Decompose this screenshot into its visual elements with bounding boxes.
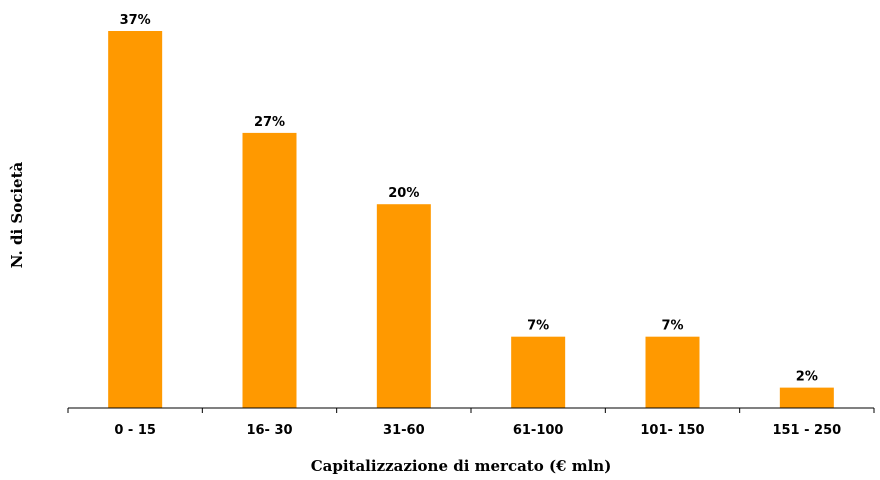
x-tick-label: 31-60 [383,423,425,438]
x-tick-label: 0 - 15 [114,423,156,438]
bar-value-label: 20% [388,186,419,201]
x-tick-labels-group: 0 - 15 16- 30 31-60 61-100 101- 150 151 - 250 [114,423,841,438]
bar [108,31,163,408]
bar [779,387,834,408]
x-axis [67,407,875,413]
bar-value-label: 7% [527,319,549,334]
x-tick-label: 151 - 250 [772,423,841,438]
bar [645,336,700,408]
bar [511,336,566,408]
bar [376,204,431,408]
bar-value-label: 27% [254,115,285,130]
y-axis-title: N. di Società [8,161,26,268]
bar [242,132,297,408]
x-tick-label: 101- 150 [640,423,704,438]
bars-group [108,31,834,408]
bar-value-label: 37% [120,13,151,28]
data-labels-group: 37% 27% 20% 7% 7% 2% [120,13,818,385]
bar-value-label: 7% [661,319,683,334]
x-axis-title: Capitalizzazione di mercato (€ mln) [311,457,612,475]
x-tick-label: 16- 30 [246,423,292,438]
x-tick-label: 61-100 [513,423,564,438]
bar-value-label: 2% [796,370,818,385]
